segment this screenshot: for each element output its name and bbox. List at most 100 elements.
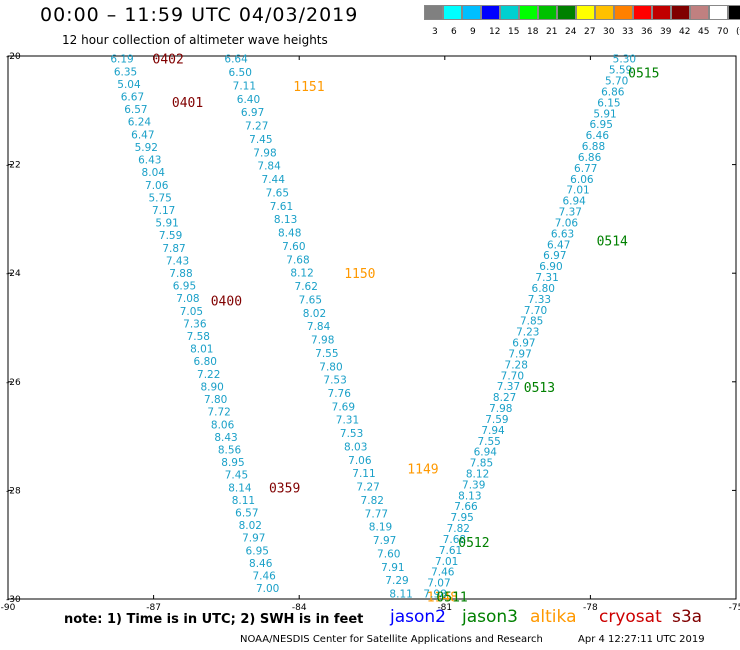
y-tick-label: -22	[6, 161, 21, 171]
wave-height-value: 7.17	[152, 205, 175, 217]
wave-height-value: 7.62	[295, 281, 318, 293]
wave-height-value: 7.22	[197, 369, 220, 381]
wave-height-value: 6.77	[574, 163, 597, 175]
wave-height-value: 6.35	[114, 66, 137, 78]
x-tick-label: -87	[146, 603, 161, 613]
wave-height-value: 6.47	[131, 129, 154, 141]
wave-height-value: 8.56	[218, 444, 242, 456]
wave-height-value: 6.57	[124, 104, 147, 116]
wave-height-value: 7.31	[336, 415, 359, 427]
wave-height-value: 7.82	[447, 523, 470, 535]
wave-height-value: 7.97	[242, 533, 265, 545]
wave-height-value: 7.65	[299, 294, 322, 306]
color-scale-label: 24	[565, 27, 577, 37]
wave-height-value: 6.47	[547, 239, 570, 251]
wave-height-value: 7.58	[187, 331, 210, 343]
wave-height-value: 6.57	[235, 508, 258, 520]
wave-height-value: 5.75	[148, 192, 171, 204]
wave-height-value: 7.28	[505, 359, 528, 371]
color-swatch	[538, 5, 557, 20]
wave-height-value: 7.85	[520, 316, 543, 328]
wave-height-value: 6.95	[590, 119, 613, 131]
time-label: 0511	[436, 590, 467, 605]
wave-height-value: 7.31	[535, 272, 558, 284]
wave-height-value: 8.14	[228, 482, 252, 494]
wave-height-value: 6.50	[229, 67, 252, 79]
wave-height-value: 7.23	[516, 327, 539, 339]
plot-frame	[7, 55, 737, 600]
wave-height-value: 7.37	[559, 207, 582, 219]
color-swatch	[519, 5, 538, 20]
wave-height-value: 7.01	[566, 185, 589, 197]
color-scale-label: 36	[641, 27, 653, 37]
wave-height-value: 6.06	[570, 174, 594, 186]
wave-height-value: 8.02	[239, 520, 262, 532]
color-swatch	[557, 5, 576, 20]
wave-height-value: 6.88	[582, 141, 605, 153]
color-scale-label: 21	[546, 27, 558, 37]
time-label: 0400	[211, 294, 242, 309]
wave-height-value: 7.70	[524, 305, 547, 317]
wave-height-value: 7.77	[365, 508, 388, 520]
wave-height-value: 7.08	[176, 293, 199, 305]
color-scale-label: 18	[527, 27, 539, 37]
color-swatch	[481, 5, 500, 20]
wave-height-value: 6.97	[512, 338, 535, 350]
wave-height-value: 8.27	[493, 392, 516, 404]
color-swatch	[671, 5, 690, 20]
time-label: 1151	[293, 80, 324, 95]
color-swatch	[614, 5, 633, 20]
wave-height-value: 6.90	[539, 261, 562, 273]
time-label: 0515	[628, 66, 659, 81]
wave-height-value: 7.98	[489, 403, 512, 415]
wave-height-value: 6.97	[241, 107, 264, 119]
y-tick-label: -26	[6, 378, 21, 388]
y-tick-label: -24	[6, 269, 21, 279]
x-tick-label: -75	[729, 603, 740, 613]
x-tick-label: -81	[437, 603, 452, 613]
wave-height-value: 7.07	[427, 578, 450, 590]
wave-height-value: 7.68	[443, 534, 466, 546]
wave-height-value: 7.87	[162, 243, 185, 255]
x-tick-label: -90	[1, 603, 16, 613]
wave-height-value: 7.00	[256, 583, 279, 595]
wave-height-value: 7.91	[381, 562, 404, 574]
wave-height-value: 6.15	[597, 97, 620, 109]
wave-height-value: 8.11	[232, 495, 255, 507]
wave-height-value: 5.59	[609, 65, 632, 77]
wave-height-value: 5.92	[135, 142, 158, 154]
wave-height-value: 6.67	[121, 92, 144, 104]
wave-height-value: 7.53	[323, 375, 346, 387]
wave-height-value: 6.46	[586, 130, 610, 142]
wave-height-value: 7.84	[307, 321, 331, 333]
color-scale-label: 33	[622, 27, 634, 37]
time-label: 0359	[269, 482, 300, 497]
wave-height-value: 7.98	[423, 589, 446, 601]
wave-height-value: 5.30	[613, 54, 636, 66]
wave-height-value: 8.01	[190, 344, 213, 356]
wave-height-value: 7.65	[266, 187, 289, 199]
wave-height-value: 8.43	[214, 432, 237, 444]
y-tick-label: -28	[6, 486, 21, 496]
wave-height-value: 7.36	[183, 318, 207, 330]
wave-height-value: 8.11	[389, 589, 412, 601]
color-swatch	[652, 5, 671, 20]
wave-height-value: 8.13	[274, 214, 297, 226]
wave-height-value: 7.59	[485, 414, 508, 426]
wave-height-value: 6.24	[128, 117, 152, 129]
color-swatch	[500, 5, 519, 20]
wave-height-value: 7.06	[348, 455, 372, 467]
wave-height-value: 7.33	[528, 294, 551, 306]
wave-height-value: 7.27	[245, 121, 268, 133]
wave-height-value: 7.84	[257, 161, 281, 173]
wave-height-value: 7.55	[315, 348, 338, 360]
wave-height-value: 7.53	[340, 428, 363, 440]
wave-height-value: 6.43	[138, 155, 161, 167]
color-scale-label: 3	[432, 27, 438, 37]
wave-height-value: 7.05	[180, 306, 203, 318]
wave-height-value: 7.98	[253, 147, 276, 159]
wave-height-value: 8.95	[221, 457, 244, 469]
wave-height-value: 8.48	[278, 228, 301, 240]
color-swatch	[462, 5, 481, 20]
